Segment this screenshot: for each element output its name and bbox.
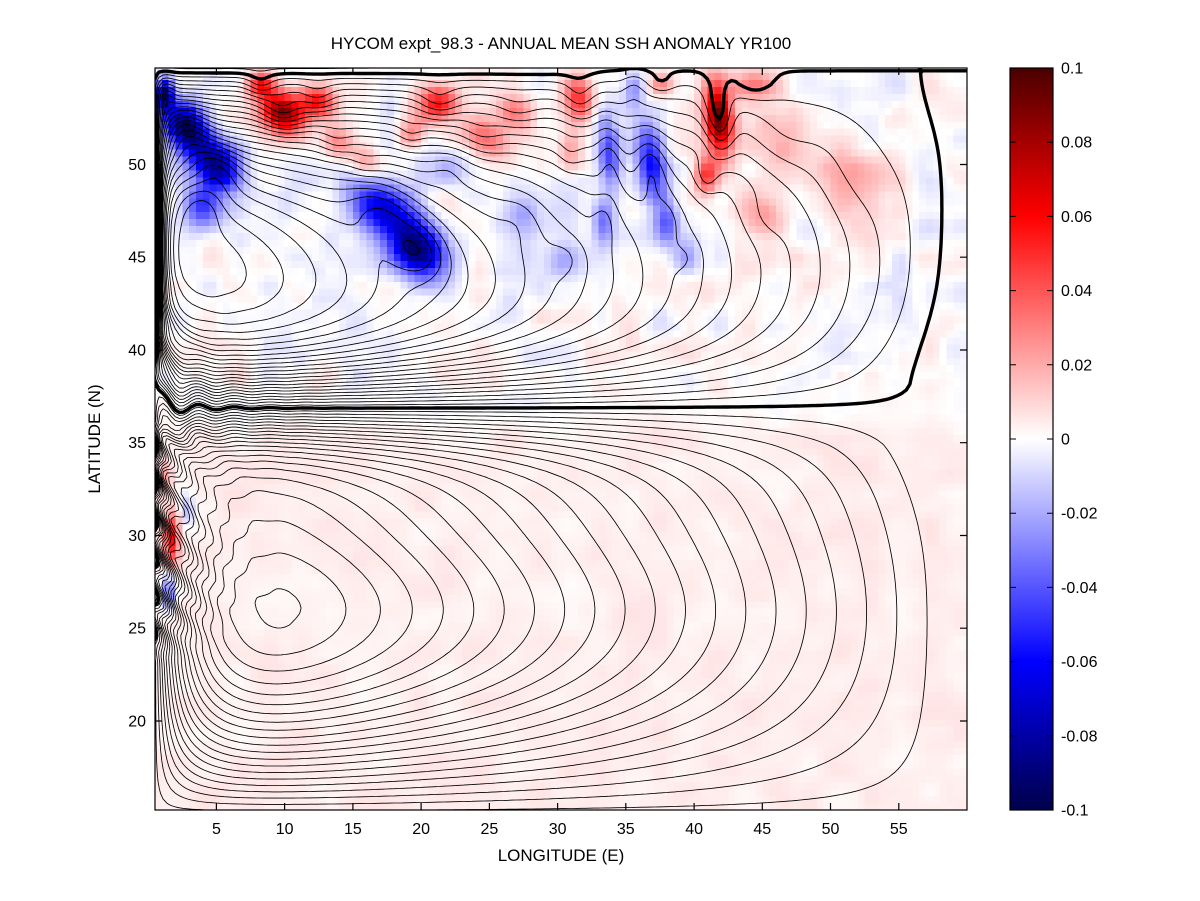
y-tick-label: 50 (128, 157, 146, 174)
x-tick-label: 30 (549, 821, 567, 838)
axes: 5 10 15 20 25 30 35 40 45 50 55 20 25 30 35 40 45 50 HYC… (85, 34, 968, 865)
colorbar-gradient (1010, 68, 1053, 810)
colorbar-tick-label: 0.06 (1061, 209, 1092, 226)
colorbar-tick-label: -0.1 (1061, 803, 1089, 820)
x-tick-label: 55 (890, 821, 908, 838)
colorbar-tick-labels: 0.1 0.08 0.06 0.04 0.02 0 -0.02 -0.04 -0.06 -0.08… (1061, 61, 1098, 820)
colorbar: 0.1 0.08 0.06 0.04 0.02 0 -0.02 -0.04 -0.06 -0.08… (1009, 61, 1098, 820)
ssh-contour-lines (155, 68, 928, 810)
colorbar-tick-label: -0.02 (1061, 506, 1098, 523)
colorbar-tick-label: 0.08 (1061, 135, 1092, 152)
colorbar-tick-label: 0 (1061, 432, 1070, 449)
y-tick-label: 40 (128, 343, 146, 360)
x-tick-label: 25 (481, 821, 499, 838)
y-axis-label: LATITUDE (N) (85, 384, 104, 493)
x-axis-tick-labels: 5 10 15 20 25 30 35 40 45 50 55 (212, 821, 908, 838)
x-axis-label: LONGITUDE (E) (498, 846, 625, 865)
x-tick-label: 20 (412, 821, 430, 838)
y-tick-label: 20 (128, 714, 146, 731)
colorbar-tick-label: -0.06 (1061, 654, 1098, 671)
colorbar-tick-label: -0.08 (1061, 728, 1098, 745)
plot-border (154, 67, 968, 811)
x-tick-label: 35 (617, 821, 635, 838)
colorbar-tick-label: -0.04 (1061, 580, 1098, 597)
x-tick-label: 5 (212, 821, 221, 838)
colorbar-tick-label: 0.04 (1061, 283, 1092, 300)
plot-title: HYCOM expt_98.3 - ANNUAL MEAN SSH ANOMAL… (331, 34, 791, 53)
y-tick-label: 25 (128, 621, 146, 638)
y-tick-label: 30 (128, 528, 146, 545)
y-tick-label: 45 (128, 250, 146, 267)
contour-layer (155, 68, 967, 810)
colorbar-tick-label: 0.02 (1061, 357, 1092, 374)
colorbar-tick-label: 0.1 (1061, 61, 1083, 78)
x-tick-label: 50 (822, 821, 840, 838)
x-tick-label: 40 (685, 821, 703, 838)
x-tick-label: 10 (276, 821, 294, 838)
x-tick-label: 15 (344, 821, 362, 838)
plot-area (155, 68, 967, 810)
x-tick-label: 45 (753, 821, 771, 838)
axis-tick-marks (155, 68, 967, 810)
y-tick-label: 35 (128, 435, 146, 452)
colorbar-tick-marks (1010, 141, 1053, 737)
y-axis-tick-labels: 20 25 30 35 40 45 50 (128, 157, 146, 731)
